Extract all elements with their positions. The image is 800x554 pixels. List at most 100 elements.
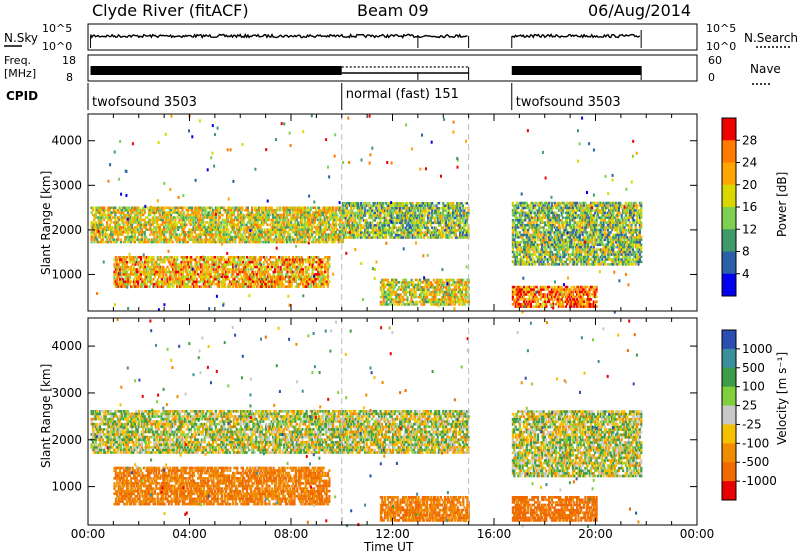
power-cell [351,224,354,227]
power-cell [199,270,203,274]
power-cell [194,260,197,264]
power-cell [167,240,170,244]
power-cell [411,221,414,225]
power-cell [388,286,391,289]
power-cell [513,241,516,244]
power-cell [416,300,419,304]
power-cell [216,280,219,283]
power-cell [178,238,181,241]
power-cell [298,226,301,229]
power-cell [112,206,116,209]
power-cell [407,231,410,234]
power-cell [311,228,314,231]
power-cell [460,293,463,296]
power-cell [404,214,407,217]
power-cell [138,278,141,281]
power-cell [440,236,443,239]
power-cell [309,228,312,231]
power-cell [195,265,198,269]
power-cell [452,231,455,234]
power-cell [441,303,444,306]
power-cell [212,226,215,229]
power-cell [326,208,329,212]
power-cell [212,235,215,239]
power-cell [297,238,300,241]
power-cell [365,204,368,207]
power-cell [114,240,117,244]
power-cell [379,303,382,306]
power-cell [227,285,230,288]
power-cell [452,290,455,294]
power-cell [230,270,233,274]
power-cell [135,213,138,217]
power-cell [223,233,226,236]
power-cell [286,285,289,288]
power-cell [354,229,357,232]
power-cell [206,226,209,229]
power-cell [337,238,340,241]
power-cell [223,265,226,269]
power-cell [428,283,431,287]
power-cell [143,238,146,241]
power-cell [517,206,520,210]
power-cell [368,231,371,234]
power-cell [515,236,519,239]
power-cell [132,231,135,234]
power-cell [210,206,213,209]
power-cell [404,219,407,222]
power-cell [251,256,254,259]
power-cell [276,223,279,227]
power-cell [266,263,270,266]
power-cell [234,206,237,209]
power-cell [344,204,347,207]
power-cell [93,223,96,227]
power-cell [341,231,344,234]
power-cell [279,260,282,264]
power-cell [380,204,383,207]
power-cell [262,231,265,234]
power-cell [152,268,155,271]
power-cell [133,235,136,239]
power-cell [254,270,257,274]
power-cell [380,226,383,229]
power-cell [511,209,514,212]
power-cell [322,211,325,214]
power-cell [436,206,439,210]
power-cell [217,221,220,224]
power-cell [112,211,116,214]
power-cell [144,265,147,269]
power-cell [191,280,194,283]
power-cell [191,216,194,219]
power-cell [319,282,323,286]
power-cell [426,211,430,215]
power-cell [350,219,353,222]
power-cell [220,275,223,279]
power-cell [209,223,212,227]
power-cell [511,236,514,239]
power-cell [322,208,325,212]
power-cell [382,295,385,299]
power-cell [290,280,293,283]
power-cell [271,282,274,286]
power-cell [317,273,320,276]
power-cell [343,236,346,239]
power-cell [122,211,125,214]
power-cell [250,282,253,286]
power-cell [258,216,261,219]
power-cell [220,238,223,241]
power-cell [400,221,403,225]
power-cell [166,285,169,288]
power-cell [294,223,297,227]
power-cell [145,258,148,261]
power-cell [201,270,204,274]
power-cell [416,286,419,289]
power-cell [276,231,279,234]
power-cell [232,270,235,274]
power-cell [460,298,463,301]
power-cell [209,233,212,236]
power-cell [428,202,431,205]
power-cell [515,243,519,246]
power-cell [448,293,451,296]
power-cell [344,214,347,217]
power-cell [301,273,304,276]
